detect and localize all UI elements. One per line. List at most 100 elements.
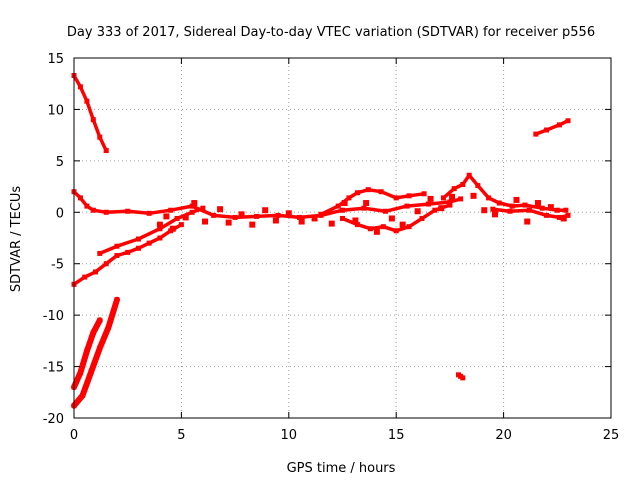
data-point — [254, 213, 260, 219]
data-point — [90, 330, 96, 336]
data-point — [563, 207, 569, 213]
data-point — [492, 211, 499, 218]
data-point — [328, 220, 335, 227]
data-point — [486, 195, 492, 201]
y-tick-label: -10 — [43, 309, 64, 324]
data-point — [297, 214, 303, 220]
data-point — [432, 207, 438, 213]
data-point — [238, 211, 245, 218]
y-tick-label: 0 — [56, 206, 64, 221]
data-point — [97, 317, 103, 323]
data-point — [419, 215, 425, 221]
y-tick-label: 10 — [47, 103, 64, 118]
data-point — [249, 221, 256, 228]
data-point — [393, 195, 399, 201]
data-point — [565, 212, 571, 218]
y-tick-label: -20 — [43, 412, 64, 427]
data-point — [318, 211, 324, 217]
data-point — [77, 195, 83, 201]
data-point — [440, 195, 446, 201]
data-point — [103, 209, 109, 215]
x-tick-label: 5 — [177, 428, 185, 443]
data-point — [507, 208, 513, 214]
data-point — [156, 221, 163, 228]
data-point — [556, 214, 562, 220]
data-point — [335, 203, 341, 209]
data-point — [355, 222, 361, 228]
data-point — [490, 206, 496, 212]
data-point — [340, 215, 345, 221]
data-point — [496, 200, 502, 206]
data-point — [163, 213, 170, 220]
data-point — [438, 205, 445, 212]
data-point — [388, 215, 395, 222]
data-point — [475, 183, 481, 189]
data-point — [460, 375, 466, 381]
data-point — [427, 195, 434, 202]
data-point — [77, 370, 83, 376]
data-point — [189, 203, 195, 209]
plot-area — [71, 72, 571, 409]
data-point — [178, 222, 184, 228]
data-point — [565, 118, 571, 124]
plot-frame — [73, 57, 612, 419]
data-point — [232, 214, 238, 220]
data-point — [157, 235, 163, 241]
data-point — [404, 203, 410, 209]
data-point — [340, 207, 345, 213]
data-point — [174, 215, 180, 221]
data-point — [84, 98, 90, 104]
data-point — [481, 207, 488, 214]
data-point — [114, 252, 120, 258]
data-point — [352, 217, 359, 224]
data-point — [458, 196, 464, 202]
data-point — [382, 208, 388, 214]
data-point — [373, 228, 380, 235]
y-tick-label: -15 — [43, 361, 64, 376]
data-point — [298, 218, 305, 225]
data-point — [547, 204, 554, 211]
x-axis-label: GPS time / hours — [287, 461, 396, 476]
chart-title: Day 333 of 2017, Sidereal Day-to-day VTE… — [67, 25, 595, 40]
data-point — [363, 200, 370, 207]
data-point — [509, 203, 515, 209]
data-point — [378, 189, 384, 195]
data-point — [526, 207, 532, 213]
data-point — [90, 207, 96, 213]
data-point — [125, 208, 131, 214]
data-point — [346, 195, 352, 201]
data-point — [341, 200, 348, 207]
data-point — [135, 245, 141, 251]
data-point — [524, 218, 531, 225]
x-tick-label: 0 — [70, 428, 78, 443]
x-tick-label: 25 — [603, 428, 620, 443]
data-point — [451, 186, 457, 192]
data-point — [97, 134, 103, 140]
data-point — [533, 131, 539, 137]
data-point — [311, 215, 318, 222]
data-point — [275, 212, 281, 218]
data-point — [399, 221, 406, 228]
data-point — [365, 187, 371, 193]
x-tick-label: 15 — [388, 428, 405, 443]
data-point — [211, 212, 217, 218]
data-point — [125, 249, 131, 255]
data-point — [560, 215, 567, 222]
data-point — [544, 127, 550, 133]
x-tick-label: 10 — [281, 428, 298, 443]
y-axis-label: SDTVAR / TECUs — [9, 186, 24, 293]
data-point — [447, 199, 453, 205]
data-point — [146, 240, 152, 246]
data-point — [157, 226, 163, 232]
data-point — [380, 224, 386, 230]
data-point — [90, 117, 96, 123]
data-point — [556, 122, 562, 128]
data-point — [414, 208, 421, 215]
data-point — [285, 210, 292, 217]
data-point — [534, 200, 541, 207]
data-point — [191, 200, 198, 207]
y-tick-label: 15 — [47, 52, 64, 67]
data-point — [202, 218, 209, 225]
data-point — [522, 202, 528, 208]
